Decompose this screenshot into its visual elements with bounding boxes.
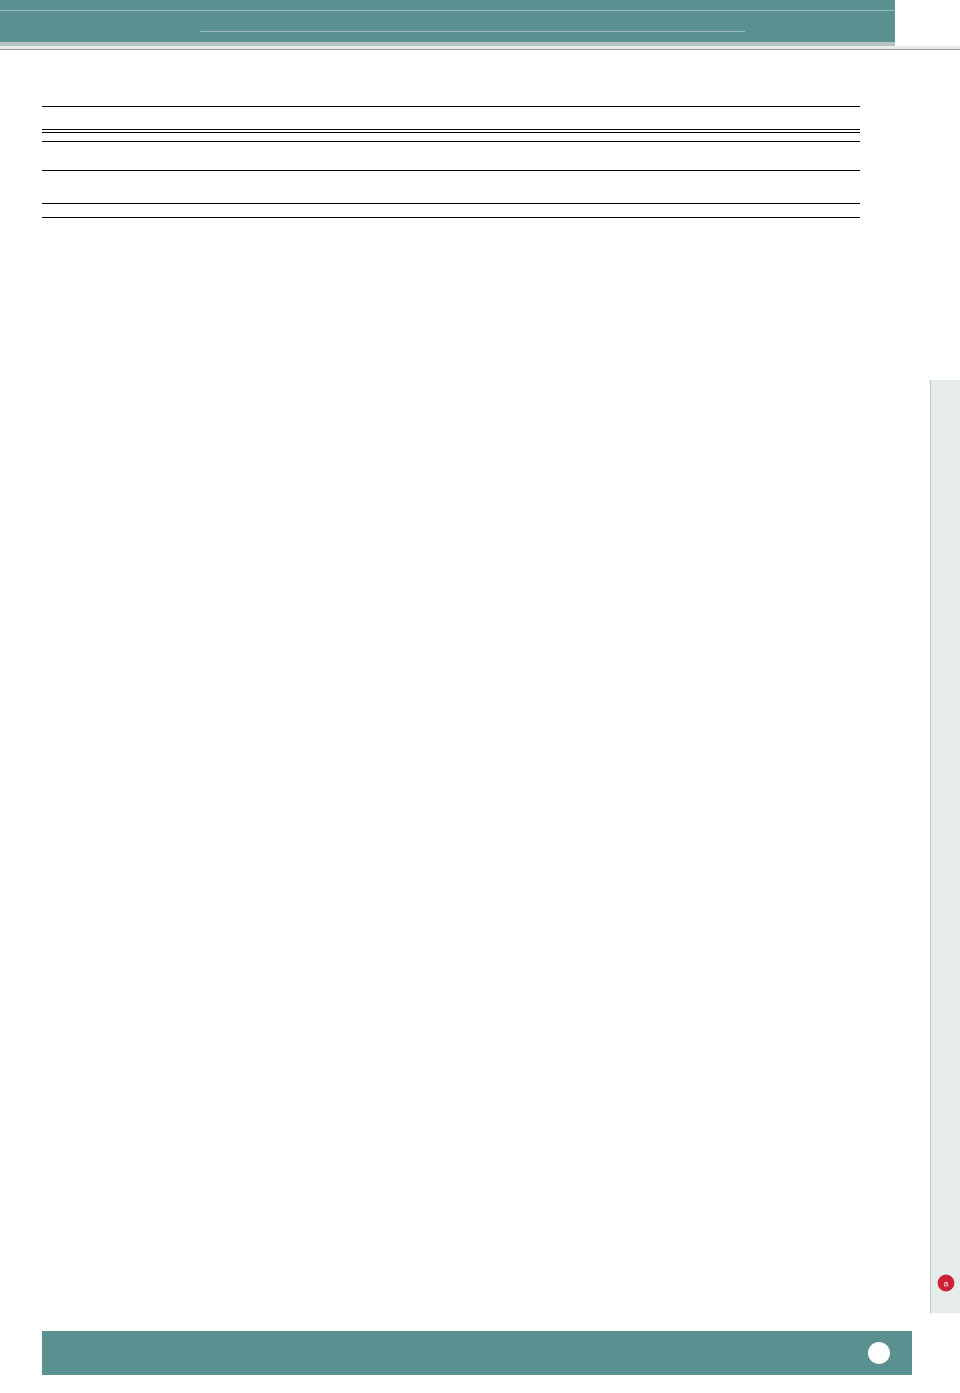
page: a [0, 0, 960, 1393]
col-open-header [434, 119, 664, 130]
section2-title [42, 166, 860, 171]
table-header-row [42, 111, 860, 119]
table-subheader-row [42, 119, 860, 130]
footer-logo [868, 1342, 896, 1364]
col-volume-header [434, 111, 860, 119]
col-size-header [42, 111, 238, 119]
content-area [0, 50, 920, 218]
air-consumption-table [42, 111, 860, 130]
col-time-header [238, 111, 434, 119]
side-panel [930, 380, 960, 1313]
section1-footnote [42, 132, 860, 142]
col-closed-header [664, 119, 860, 130]
document-header [0, 0, 895, 46]
svg-text:a: a [944, 1278, 949, 1288]
section3-footnote [42, 208, 860, 218]
logo-icon [868, 1342, 890, 1364]
section3-title [42, 199, 860, 204]
col-time-subheader [238, 119, 434, 130]
side-logo: a [936, 1273, 956, 1298]
footer-bar [42, 1331, 912, 1375]
section1-title [42, 102, 860, 107]
